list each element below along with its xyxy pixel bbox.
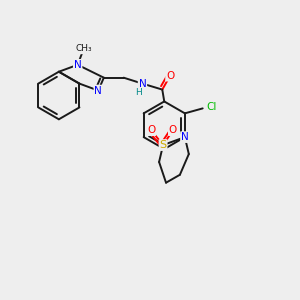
Text: N: N xyxy=(139,79,146,88)
Text: N: N xyxy=(94,85,102,96)
Text: O: O xyxy=(166,71,174,81)
Text: Cl: Cl xyxy=(206,102,217,112)
Text: O: O xyxy=(169,125,177,135)
Text: N: N xyxy=(74,60,82,70)
Text: CH₃: CH₃ xyxy=(75,44,92,53)
Text: S: S xyxy=(160,140,167,150)
Text: H: H xyxy=(135,88,142,97)
Text: N: N xyxy=(181,132,189,142)
Text: O: O xyxy=(147,125,155,135)
